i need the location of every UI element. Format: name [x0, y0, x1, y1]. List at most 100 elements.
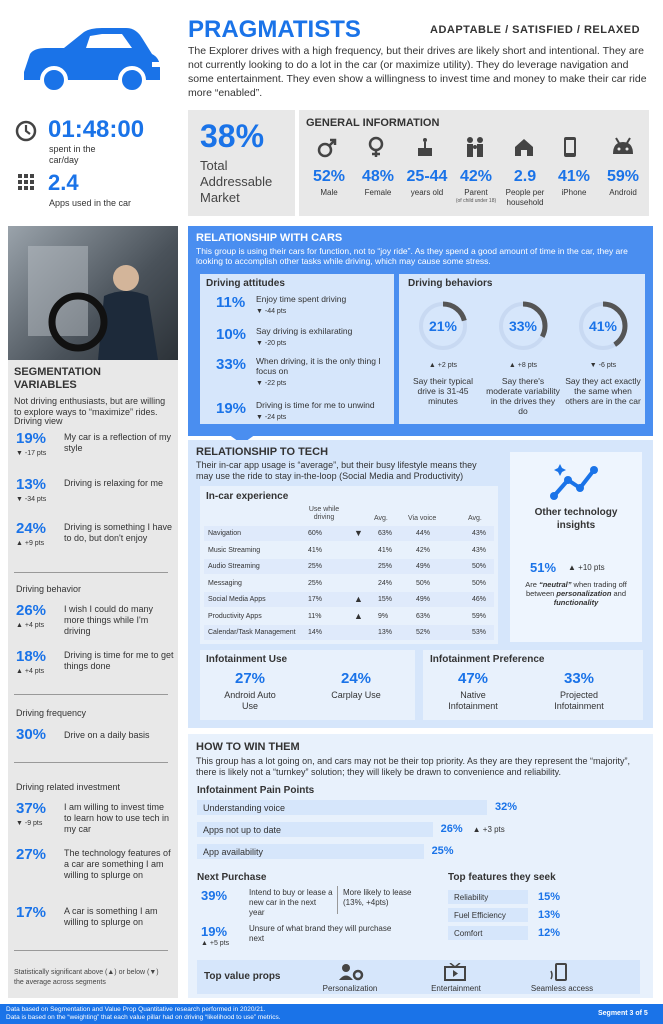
table-row: Social Media Apps 17% ▲ 15% 49% 46%	[204, 592, 494, 607]
feature-label: Comfort	[454, 929, 483, 938]
feature-label: Reliability	[454, 893, 489, 902]
seg-pct: 17%	[16, 904, 47, 921]
behavior-pct: 41%	[588, 318, 618, 334]
in-car-table: Navigation 60% ▼ 63% 44% 43% Music Streaming 41…	[200, 526, 498, 642]
seg-pct: 19%	[16, 430, 47, 447]
pain-points-list: Understanding voice 32% Apps not up to dat…	[197, 800, 647, 864]
pain-pct: 32%	[495, 801, 518, 813]
driving-frequency-label: Driving frequency	[16, 708, 87, 718]
feature-bar	[448, 926, 528, 940]
next-divider	[337, 886, 338, 914]
cell-a: 11%	[308, 612, 322, 620]
attitudes-box	[200, 274, 394, 424]
pain-pct: 26%	[440, 823, 463, 835]
behavior-delta: ▼ -6 pts	[589, 362, 617, 369]
footer-segment: Segment 3 of 5	[598, 1010, 648, 1017]
pain-label: App availability	[203, 847, 264, 857]
cell-name: Calendar/Task Management	[208, 629, 296, 636]
driver-photo	[8, 226, 178, 360]
behavior-text: Say their typical drive is 31-45 minutes	[413, 376, 473, 406]
behavior-delta: ▲ +2 pts	[428, 362, 458, 369]
general-info-box	[299, 110, 649, 216]
attitude-delta: ▼ -44 pts	[256, 308, 287, 315]
android-icon	[611, 136, 635, 160]
win-description: This group has a lot going on, and cars …	[196, 756, 631, 777]
pain-label: Apps not up to date	[203, 825, 282, 835]
next-pct: 19%	[201, 924, 228, 939]
seg-text: I wish I could do many more things while…	[64, 604, 154, 636]
cell-a: 41%	[308, 546, 323, 554]
next-text: Intend to buy or lease a new car in the …	[249, 888, 333, 917]
cake-icon	[415, 136, 439, 160]
clock-icon	[14, 119, 38, 148]
attitude-delta: ▼ -20 pts	[256, 340, 287, 347]
feature-pct: 15%	[538, 891, 561, 903]
value-prop-label: Personalization	[322, 984, 378, 993]
cell-b: 41%	[378, 546, 393, 554]
female-icon	[366, 136, 390, 160]
cell-name: Navigation	[208, 530, 242, 537]
attitude-delta: ▼ -24 pts	[256, 414, 287, 421]
page-title: PRAGMATISTS	[188, 16, 361, 43]
time-in-car: 01:48:00	[48, 116, 145, 143]
info-label: Android Auto Use	[224, 690, 276, 711]
footer-line-2: Data is based on the “weighting” that ea…	[6, 1014, 281, 1021]
seg-pct: 37%	[16, 800, 47, 817]
seamless-access-icon	[550, 963, 576, 981]
significance-footnote: Statistically significant above (▲) or b…	[14, 969, 159, 986]
seg-text: Driving is relaxing for me	[64, 478, 164, 488]
tech-description: Their in-car app usage is “average”, but…	[196, 460, 477, 481]
seg-text: A car is something I am willing to splur…	[64, 906, 158, 927]
cell-b: 15%	[378, 596, 393, 603]
value-props-title: Top value props	[204, 971, 281, 982]
cell-b: 25%	[378, 563, 393, 570]
footer-bar	[0, 1004, 663, 1024]
table-row: Music Streaming 41% 41% 42% 43%	[204, 542, 494, 558]
value-prop-label: Seamless access	[530, 984, 594, 993]
driving-investment-label: Driving related investment	[16, 782, 121, 792]
divider	[14, 950, 168, 951]
cell-d: 43%	[472, 546, 487, 554]
behaviors-title: Driving behaviors	[408, 278, 493, 289]
family-icon	[464, 136, 488, 160]
next-pct: 39%	[201, 888, 228, 903]
cars-description: This group is using their cars for funct…	[196, 246, 628, 266]
win-section	[188, 734, 653, 998]
general-value: 42%	[459, 168, 493, 185]
seg-pct: 30%	[16, 726, 47, 743]
general-label: years old	[410, 188, 444, 197]
seg-text: The technology features of a car are som…	[64, 848, 171, 880]
info-pct: 27%	[234, 670, 266, 687]
attitude-text: When driving, it is the only thing I foc…	[256, 356, 381, 376]
general-value: 48%	[361, 168, 395, 185]
cell-c: 44%	[416, 530, 431, 537]
table-row: Audio Streaming 25% 25% 49% 50%	[204, 559, 494, 574]
info-label: Projected Infotainment	[554, 690, 604, 711]
cell-d: 46%	[472, 596, 487, 603]
general-value: 41%	[557, 168, 591, 185]
cell-a: 25%	[308, 563, 323, 570]
feature-bar	[448, 890, 528, 904]
feature-pct: 13%	[538, 909, 561, 921]
general-note: (of child under 18)	[455, 198, 497, 204]
behavior-delta: ▲ +8 pts	[508, 362, 538, 369]
table-row: Navigation 60% ▼ 63% 44% 43%	[204, 526, 494, 541]
other-insights-title: Other technology insights	[534, 507, 618, 531]
attitudes-list: 11% Enjoy time spent driving ▼ -44 pts 10% S…	[200, 292, 394, 422]
cell-d: 43%	[472, 530, 487, 537]
info-label: Carplay Use	[331, 690, 381, 700]
win-title: HOW TO WIN THEM	[196, 741, 300, 753]
other-insights-delta: ▲ +10 pts	[568, 563, 605, 572]
attitudes-title: Driving attitudes	[206, 278, 285, 289]
general-label: Female	[364, 188, 392, 197]
cell-d: 50%	[472, 579, 487, 587]
cell-c: 52%	[416, 629, 431, 636]
seg-text: Drive on a daily basis	[64, 730, 150, 740]
col-use-driving: Use while driving	[308, 506, 340, 521]
next-purchase-list: 39% Intend to buy or lease a new car in t…	[197, 886, 433, 950]
cell-c: 49%	[416, 596, 431, 603]
cell-m1: ▼	[354, 528, 363, 538]
other-insights-pct: 51%	[530, 560, 557, 575]
seg-delta: ▼ -17 pts	[16, 450, 47, 457]
seg-pct: 27%	[16, 846, 47, 863]
